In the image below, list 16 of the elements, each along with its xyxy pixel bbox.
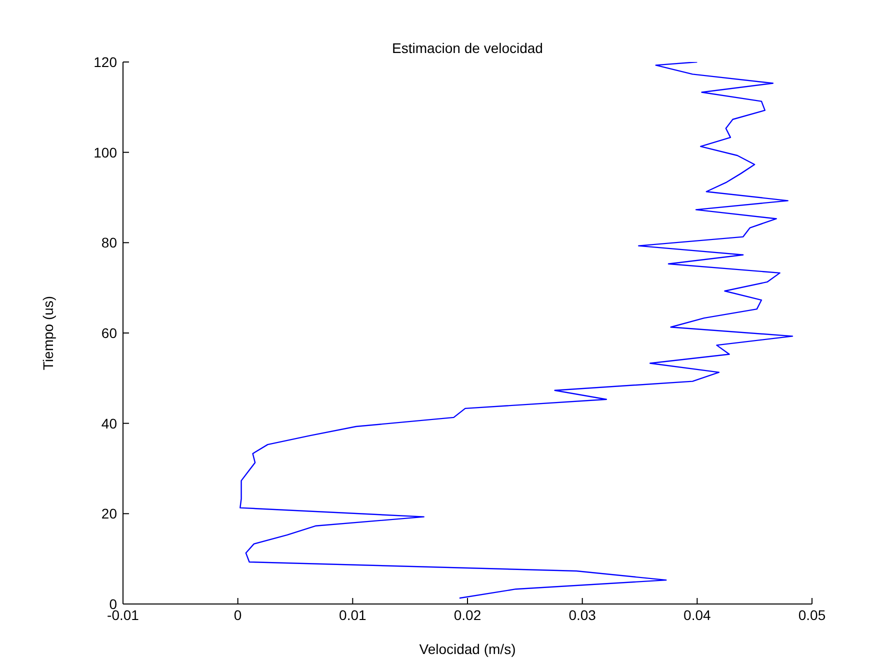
y-axis-title: Tiempo (us): [40, 296, 56, 370]
y-tick-label: 100: [94, 144, 118, 160]
y-tick-label: 120: [94, 54, 118, 70]
x-tick-label: 0.02: [454, 606, 482, 623]
x-tick-label: 0.05: [798, 606, 826, 623]
y-tick-label: 80: [101, 234, 118, 251]
y-tick-label: 20: [101, 506, 118, 522]
y-tick-label: 60: [101, 324, 118, 341]
y-tick-label: 40: [101, 415, 118, 432]
chart-title: Estimacion de velocidad: [391, 40, 544, 56]
line-series: [240, 62, 794, 599]
x-tick-label: 0.04: [684, 606, 712, 623]
x-tick-label: 0: [234, 606, 242, 623]
x-tick-label: 0.03: [568, 606, 596, 623]
x-tick-label: 0.01: [339, 606, 367, 623]
x-axis-title: Velocidad (m/s): [419, 641, 516, 657]
